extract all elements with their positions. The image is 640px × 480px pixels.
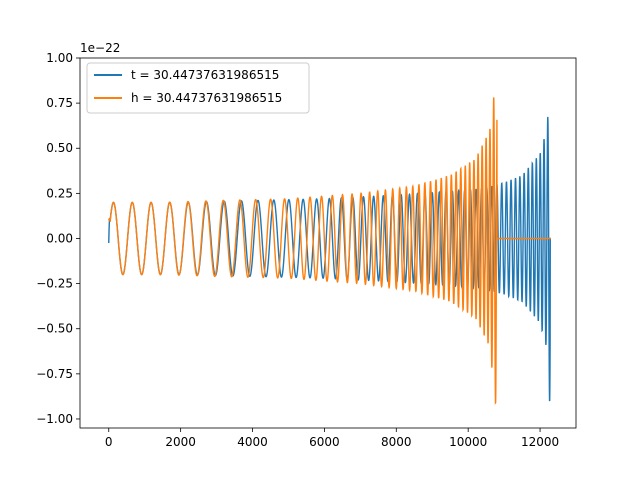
legend-label-h: h = 30.44737631986515 — [131, 91, 282, 105]
y-tick-label: −0.75 — [36, 367, 73, 381]
y-tick-label: 0.25 — [46, 186, 73, 200]
x-tick-label: 10000 — [449, 435, 487, 449]
series-line-h — [108, 97, 551, 405]
x-tick-label: 4000 — [237, 435, 268, 449]
y-tick-label: −1.00 — [36, 412, 73, 426]
legend: t = 30.44737631986515 h = 30.44737631986… — [86, 62, 310, 114]
series-layer — [108, 97, 551, 405]
legend-label-t: t = 30.44737631986515 — [131, 68, 279, 82]
y-tick-label: 0.50 — [46, 141, 73, 155]
y-tick-label: −0.50 — [36, 322, 73, 336]
y-tick-label: −0.25 — [36, 277, 73, 291]
x-tick-label: 0 — [105, 435, 113, 449]
plot-frame — [79, 57, 577, 429]
y-tick-label: 0.75 — [46, 96, 73, 110]
x-tick-label: 2000 — [165, 435, 196, 449]
x-tick-label: 6000 — [309, 435, 340, 449]
y-axis: −1.00 −0.75 −0.50 −0.25 0.00 0.25 0.50 0.75 1.00 — [36, 51, 80, 426]
x-tick-label: 8000 — [381, 435, 412, 449]
x-axis: 0 2000 4000 6000 8000 10000 12000 — [105, 428, 559, 449]
y-tick-label: 1.00 — [46, 51, 73, 65]
legend-box — [86, 62, 310, 114]
y-offset-label: 1e−22 — [80, 41, 120, 55]
x-tick-label: 12000 — [521, 435, 559, 449]
y-tick-label: 0.00 — [46, 231, 73, 245]
